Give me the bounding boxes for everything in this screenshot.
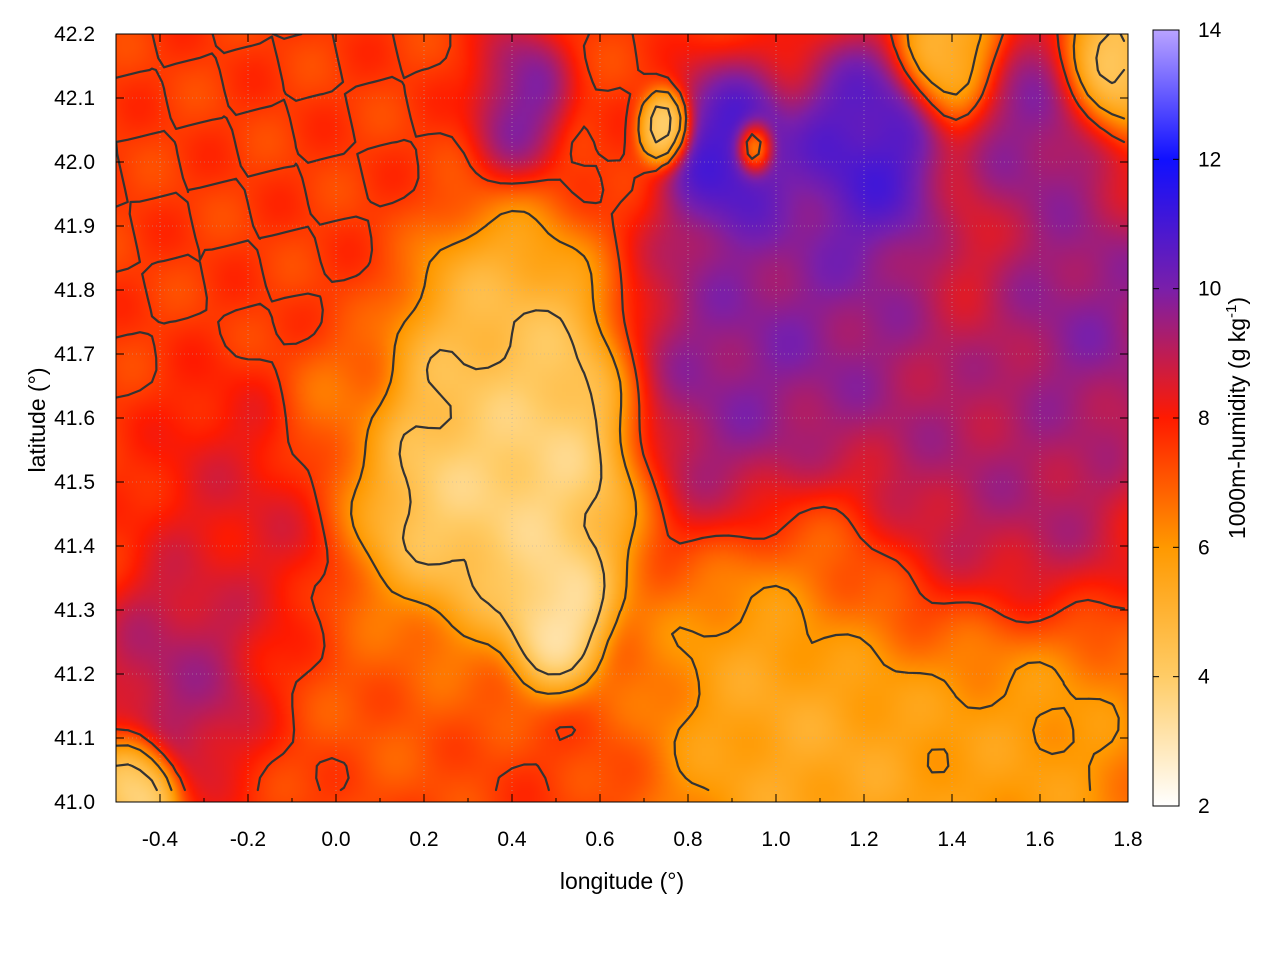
y-axis-ticks: 41.0 41.1 41.2 41.3 41.4 41.5 41.6 41.7 41.8 41.9…: [54, 23, 1128, 814]
x-tick-label: 1.6: [1025, 828, 1054, 851]
y-tick-label: 42.0: [54, 151, 95, 174]
x-tick-label: -0.4: [142, 828, 179, 851]
colorbar-tick-label: 4: [1198, 666, 1210, 689]
colorbar-tick-label: 6: [1198, 536, 1210, 559]
x-tick-label: 1.8: [1113, 828, 1142, 851]
y-tick-label: 41.1: [54, 727, 95, 750]
y-tick-label: 41.9: [54, 215, 95, 238]
y-tick-label: 41.4: [54, 535, 95, 558]
x-tick-label: -0.2: [230, 828, 266, 851]
x-axis-label: longitude (°): [560, 868, 684, 894]
colorbar-label: 1000m-humidity (g kg-1): [1223, 297, 1250, 539]
contour-line: [116, 34, 1126, 792]
x-tick-label: 1.0: [761, 828, 790, 851]
y-axis-label: latitude (°): [24, 367, 50, 472]
y-tick-label: 42.1: [54, 87, 95, 110]
y-tick-label: 41.2: [54, 663, 95, 686]
colorbar-tick-label: 10: [1198, 278, 1221, 301]
grid-lines: [116, 34, 1128, 802]
colorbar-tick-label: 14: [1198, 19, 1222, 42]
y-tick-label: 41.6: [54, 407, 95, 430]
colorbar: 2 4 6 8 10 12 14 1000m-humidity (g kg-1): [1152, 19, 1250, 818]
contour-lines: [116, 34, 1126, 792]
plot-area: [115, 33, 1129, 803]
y-tick-label: 41.7: [54, 343, 95, 366]
x-tick-label: 0.4: [497, 828, 527, 851]
colorbar-tick-label: 2: [1198, 795, 1210, 818]
y-tick-label: 41.5: [54, 471, 95, 494]
y-tick-label: 42.2: [54, 23, 95, 46]
y-tick-label: 41.8: [54, 279, 95, 302]
colorbar-ticks: 2 4 6 8 10 12 14: [1153, 19, 1222, 818]
contour-line: [116, 34, 1126, 792]
contour-line: [116, 34, 1126, 792]
x-tick-label: 0.0: [321, 828, 350, 851]
x-tick-label: 1.2: [849, 828, 878, 851]
y-tick-label: 41.3: [54, 599, 95, 622]
colorbar-tick-label: 12: [1198, 148, 1221, 171]
x-tick-label: 0.6: [585, 828, 614, 851]
x-tick-label: 1.4: [937, 828, 967, 851]
x-axis-ticks: -0.4 -0.2 0.0 0.2 0.4 0.6 0.8 1.0 1.2 1.4 1.6 1.8: [115, 34, 1143, 851]
colorbar-tick-label: 8: [1198, 407, 1210, 430]
x-tick-label: 0.2: [409, 828, 438, 851]
x-tick-label: 0.8: [673, 828, 702, 851]
y-tick-label: 41.0: [54, 791, 95, 814]
